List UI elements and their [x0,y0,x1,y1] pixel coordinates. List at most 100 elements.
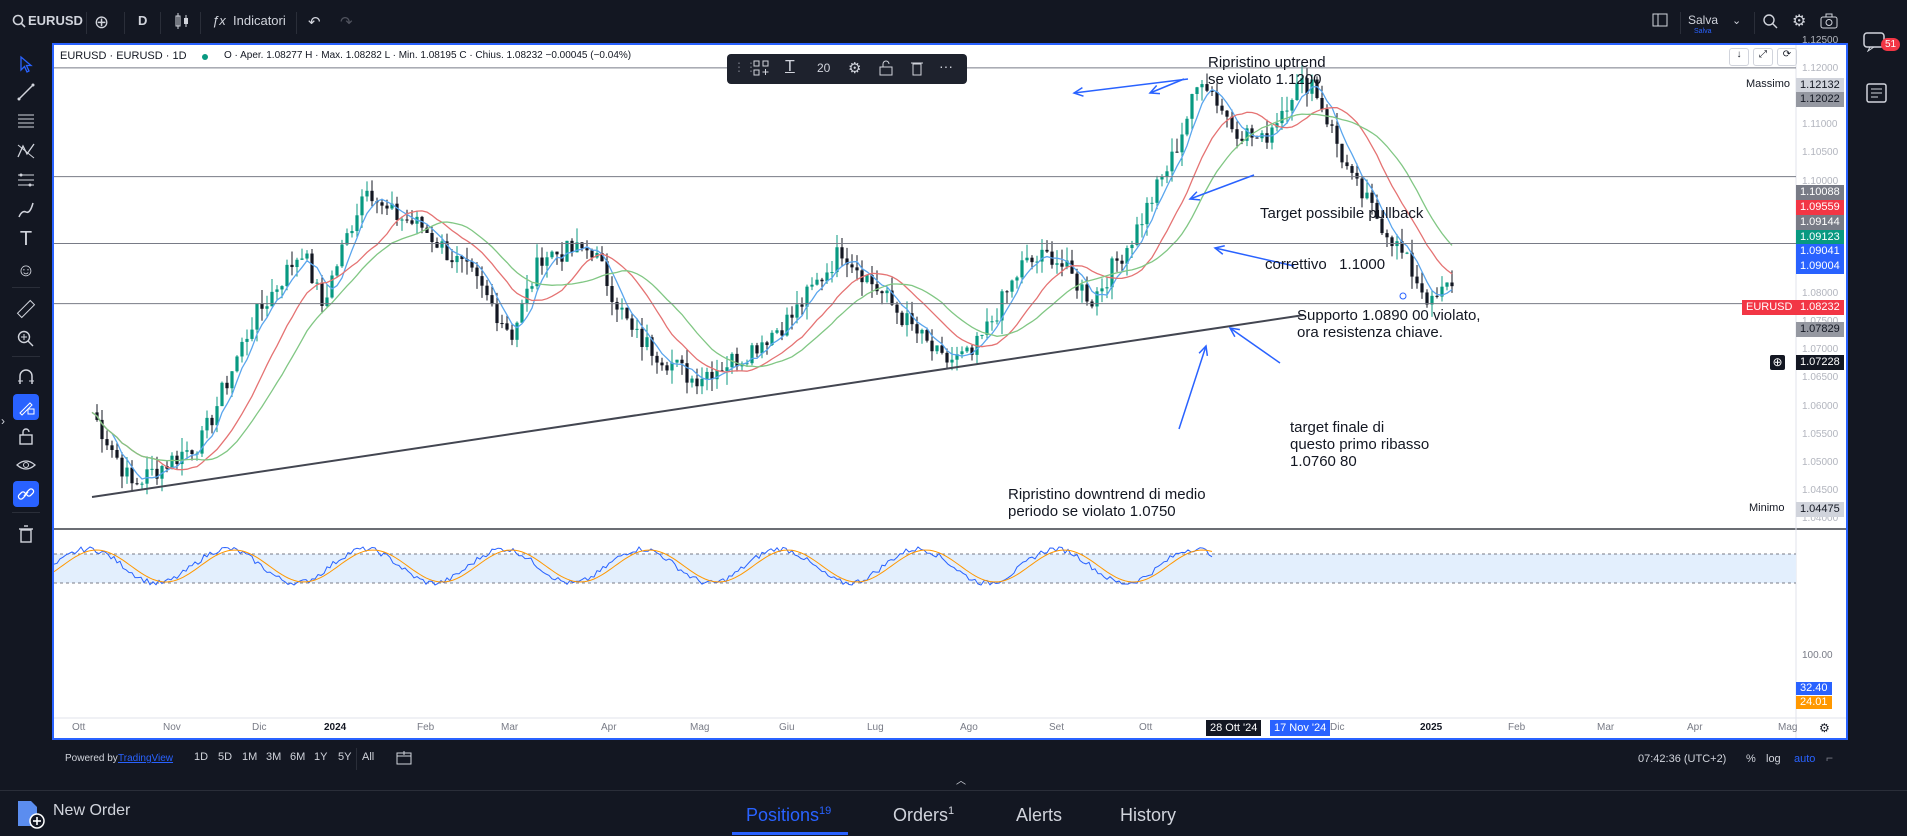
price-tick-label: 1.05000 [1802,456,1839,468]
more-icon[interactable]: ··· [939,58,953,74]
link-icon[interactable] [13,481,39,507]
save-button[interactable]: Salva [1688,13,1719,27]
compare-add-icon[interactable]: ⊕ [94,12,110,32]
indicators-icon[interactable]: ƒx [212,13,226,28]
new-order-icon[interactable] [15,799,45,834]
candle-body [1030,257,1034,263]
candle-body [610,286,614,302]
scroll-down-icon[interactable]: ↓ [1729,48,1749,66]
search-icon[interactable] [12,14,26,31]
unlock-icon[interactable] [879,60,893,81]
emoji-icon[interactable]: ☺ [16,259,36,280]
refresh-icon[interactable]: ⟳ [1777,48,1797,66]
fib-levels-icon[interactable] [13,108,39,134]
date-tag-b: 17 Nov '24 [1270,720,1331,736]
new-order-button[interactable]: New Order [53,802,131,819]
trash-icon[interactable] [13,521,39,547]
candle-body [345,233,349,245]
tab-history[interactable]: History [1120,805,1177,825]
price-chart[interactable] [54,45,1846,738]
candle-body [510,329,514,340]
range-button-3m[interactable]: 3M [266,751,282,763]
candle-body [1325,109,1329,125]
scale-mode-icon[interactable]: ⌐ [1826,751,1834,765]
candle-body [120,457,124,477]
tab-orders[interactable]: Orders1 [893,805,954,826]
cursor-icon[interactable] [13,51,39,77]
range-button-5y[interactable]: 5Y [338,751,352,763]
settings-icon[interactable]: ⚙ [848,60,862,77]
candle-body [990,321,994,323]
candle-body [280,286,284,290]
lock-icon[interactable] [13,423,39,449]
trend-line-icon[interactable] [13,79,39,105]
quick-search-icon[interactable] [1762,13,1778,32]
add-alert-icon[interactable]: ⊕ [1770,355,1785,370]
brush-icon[interactable] [13,197,39,223]
tradingview-link[interactable]: TradingView [118,753,174,764]
percent-toggle[interactable]: % [1746,753,1756,765]
annotation-uptrend[interactable]: Ripristino uptrend se violato 1.1200 [1208,54,1326,88]
price-axis[interactable]: 1.125001.120001.115001.110001.105001.100… [1796,35,1846,645]
delete-icon[interactable] [910,60,924,81]
candle-body [500,323,504,325]
candles-icon[interactable] [174,13,190,32]
text-icon[interactable]: T [19,227,33,250]
range-button-all[interactable]: All [362,751,375,763]
auto-toggle[interactable]: auto [1794,753,1816,765]
text-color-icon[interactable]: T [785,58,795,75]
candle-body [175,455,179,465]
stay-drawing-icon[interactable] [13,394,39,420]
candle-body [1420,283,1424,293]
candle-body [720,370,724,372]
camera-icon[interactable] [1820,13,1838,32]
symbol-search[interactable]: EURUSD [28,13,83,28]
range-button-5d[interactable]: 5D [218,751,233,763]
price-tick-label: 1.08000 [1802,288,1839,300]
layout-icon[interactable] [1652,13,1668,30]
gear-icon[interactable]: ⚙ [1792,13,1807,30]
forecast-icon[interactable] [13,167,39,193]
eye-icon[interactable] [13,452,39,478]
candle-body [600,253,604,262]
annotation-target[interactable]: target finale di questo primo ribasso 1.… [1290,419,1429,470]
interval-selector[interactable]: D [138,13,148,28]
candle-body [1170,151,1174,172]
annotation-support[interactable]: Supporto 1.0890 00 violato, ora resisten… [1297,307,1480,341]
drag-handle-icon[interactable]: ⋮⋮ [733,60,757,74]
range-button-1m[interactable]: 1M [242,751,258,763]
candle-body [1110,258,1114,288]
maximize-icon[interactable]: ⤢ [1753,48,1773,66]
chart-container[interactable]: 1.125001.120001.115001.110001.105001.100… [52,35,1848,740]
range-button-6m[interactable]: 6M [290,751,306,763]
panel-collapse-icon[interactable]: ︿ [956,776,966,787]
annotation-downtrend[interactable]: Ripristino downtrend di medio periodo se… [1008,486,1206,520]
calendar-icon[interactable] [396,751,412,770]
tab-positions[interactable]: Positions19 [746,805,831,826]
range-button-1y[interactable]: 1Y [314,751,328,763]
candle-body [1250,128,1254,138]
candle-body [630,318,634,330]
tab-alerts[interactable]: Alerts [1016,805,1063,825]
candle-body [750,345,754,364]
newspaper-icon[interactable] [1864,82,1888,109]
time-axis[interactable]: Ott Nov Dic 2024 Feb Mar Apr Mag Giu Lug Ago Set Ott… [54,720,1797,736]
candle-body [1290,99,1294,111]
indicators-button[interactable]: Indicatori [233,13,286,28]
annotation-pullback[interactable]: Target possibile pullback correttivo 1.1… [1260,171,1423,307]
ruler-icon[interactable] [13,296,39,322]
template-icon[interactable] [753,60,769,81]
collapse-icon[interactable]: › [1,414,5,428]
pattern-icon[interactable] [13,138,39,164]
font-size-selector[interactable]: 20 [817,61,831,75]
log-toggle[interactable]: log [1766,753,1781,765]
range-button-1d[interactable]: 1D [194,751,209,763]
axis-settings-icon[interactable]: ⚙ [1819,721,1830,735]
clock-readout[interactable]: 07:42:36 (UTC+2) [1638,753,1727,765]
magnet-icon[interactable] [13,364,39,390]
chevron-down-icon[interactable]: ⌄ [1732,15,1742,27]
zoom-in-icon[interactable] [13,326,39,352]
redo-icon[interactable]: ↷ [340,14,353,31]
undo-icon[interactable]: ↶ [308,14,321,31]
candle-body [135,483,139,485]
